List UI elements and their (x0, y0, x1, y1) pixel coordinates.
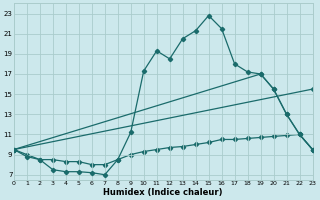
X-axis label: Humidex (Indice chaleur): Humidex (Indice chaleur) (103, 188, 223, 197)
